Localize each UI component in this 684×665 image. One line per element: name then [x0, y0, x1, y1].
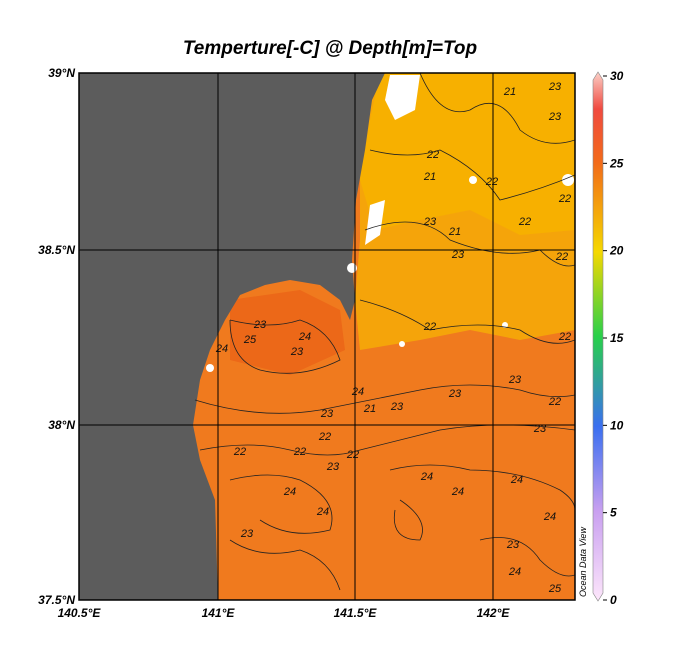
map-area: 21 23 23 22 21 22 22 23 21 22 23 22 22 24 25 23 24 23 22 23…: [79, 73, 575, 600]
colorbar: [592, 71, 604, 602]
contour-label: 22: [233, 446, 246, 458]
contour-label: 23: [533, 423, 547, 435]
y-tick-label: 38.5°N: [38, 243, 75, 257]
contour-label: 21: [503, 86, 516, 98]
contour-label: 23: [326, 461, 340, 473]
x-tick-label: 142°E: [477, 606, 511, 620]
colorbar-tick-label: 30: [610, 69, 624, 83]
map-title: Temperture[-C] @ Depth[m]=Top: [183, 38, 477, 59]
contour-label: 22: [558, 331, 571, 343]
contour-label: 21: [448, 226, 461, 238]
contour-label: 23: [290, 346, 304, 358]
contour-label: 22: [293, 446, 306, 458]
contour-label: 24: [543, 511, 556, 523]
y-tick-label: 37.5°N: [38, 593, 75, 607]
contour-label: 22: [558, 193, 571, 205]
contour-label: 24: [351, 386, 364, 398]
contour-label: 23: [506, 539, 520, 551]
contour-label: 22: [346, 449, 359, 461]
contour-label: 22: [318, 431, 331, 443]
contour-label: 22: [518, 216, 531, 228]
contour-label: 24: [420, 471, 433, 483]
x-tick-label: 141.5°E: [334, 606, 378, 620]
contour-label: 22: [423, 321, 436, 333]
contour-label: 23: [548, 111, 562, 123]
map-frame: [78, 72, 576, 601]
contour-label: 24: [316, 506, 329, 518]
x-tick-label: 140.5°E: [58, 606, 102, 620]
colorbar-tick-label: 15: [610, 331, 624, 345]
x-tick-label: 141°E: [202, 606, 236, 620]
y-tick-label: 39°N: [48, 66, 75, 80]
contour-label: 22: [426, 149, 439, 161]
contour-label: 24: [508, 566, 521, 578]
contour-label: 23: [451, 249, 465, 261]
contour-label: 23: [390, 401, 404, 413]
y-tick-label: 38°N: [48, 418, 75, 432]
contour-label: 23: [448, 388, 462, 400]
contour-label: 23: [253, 319, 267, 331]
contour-label: 24: [215, 343, 228, 355]
contour-label: 23: [548, 81, 562, 93]
contour-label: 23: [320, 408, 334, 420]
contour-label: 22: [548, 396, 561, 408]
contour-label: 25: [548, 583, 562, 595]
contours: [194, 73, 575, 591]
contour-label: 21: [363, 403, 376, 415]
contour-label: 24: [451, 486, 464, 498]
contour-label: 23: [508, 374, 522, 386]
colorbar-tick-label: 20: [609, 244, 624, 258]
watermark: Ocean Data View: [578, 527, 588, 597]
colorbar-tick-label: 5: [610, 506, 617, 520]
contour-label: 24: [283, 486, 296, 498]
warm-water: [230, 290, 345, 375]
colorbar-tick-label: 0: [610, 593, 617, 607]
contour-label: 21: [423, 171, 436, 183]
colorbar-tick-label: 10: [610, 418, 624, 432]
contour-label: 22: [555, 251, 568, 263]
contour-label: 24: [298, 331, 311, 343]
graticule: [79, 73, 575, 600]
contour-label: 24: [510, 474, 523, 486]
contour-label: 23: [423, 216, 437, 228]
contour-label: 22: [485, 176, 498, 188]
colorbar-tick-label: 25: [609, 156, 624, 170]
land: [79, 73, 385, 600]
contour-label: 25: [243, 334, 257, 346]
contour-label: 23: [240, 528, 254, 540]
